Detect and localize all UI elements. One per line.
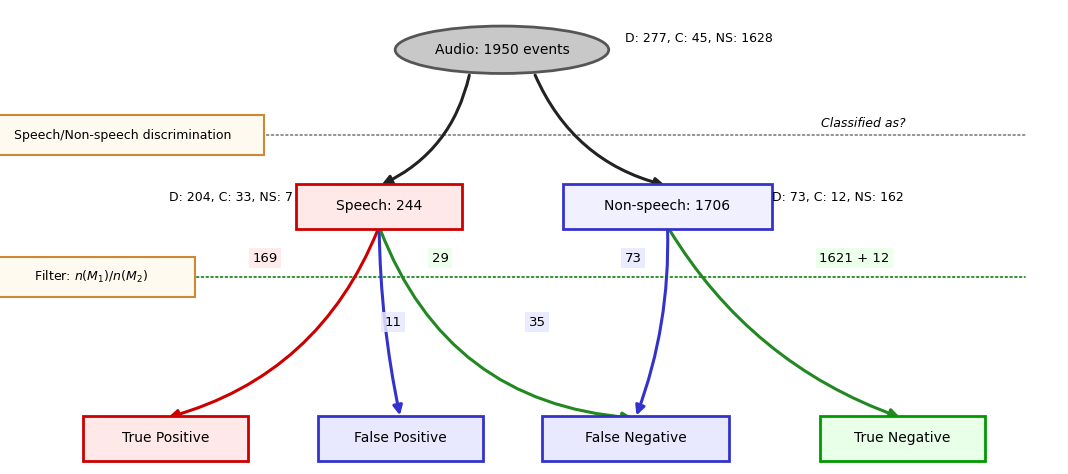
- FancyBboxPatch shape: [83, 416, 248, 461]
- Text: D: 73, C: 12, NS: 162: D: 73, C: 12, NS: 162: [772, 191, 904, 204]
- FancyBboxPatch shape: [318, 416, 484, 461]
- Text: True Negative: True Negative: [854, 431, 951, 446]
- Text: 11: 11: [384, 316, 402, 329]
- Ellipse shape: [395, 26, 609, 73]
- Text: Non-speech: 1706: Non-speech: 1706: [604, 199, 731, 213]
- Text: 73: 73: [625, 252, 642, 265]
- FancyBboxPatch shape: [0, 115, 265, 155]
- Text: True Positive: True Positive: [122, 431, 209, 446]
- Text: False Positive: False Positive: [355, 431, 446, 446]
- Text: D: 277, C: 45, NS: 1628: D: 277, C: 45, NS: 1628: [625, 32, 772, 46]
- Text: 35: 35: [529, 316, 546, 329]
- Text: D: 204, C: 33, NS: 7: D: 204, C: 33, NS: 7: [169, 191, 293, 204]
- FancyBboxPatch shape: [296, 184, 461, 229]
- Text: Filter: $n(M_1)/n(M_2)$: Filter: $n(M_1)/n(M_2)$: [34, 269, 147, 285]
- FancyBboxPatch shape: [541, 416, 728, 461]
- FancyBboxPatch shape: [0, 257, 195, 298]
- Text: 169: 169: [252, 252, 278, 265]
- Text: Speech: 244: Speech: 244: [336, 199, 422, 213]
- FancyBboxPatch shape: [564, 184, 771, 229]
- Text: 1621 + 12: 1621 + 12: [819, 252, 890, 265]
- Text: Classified as?: Classified as?: [820, 117, 906, 130]
- Text: Audio: 1950 events: Audio: 1950 events: [435, 43, 569, 57]
- Text: Speech/Non-speech discrimination: Speech/Non-speech discrimination: [14, 128, 232, 142]
- FancyBboxPatch shape: [820, 416, 985, 461]
- Text: 29: 29: [431, 252, 449, 265]
- Text: False Negative: False Negative: [584, 431, 687, 446]
